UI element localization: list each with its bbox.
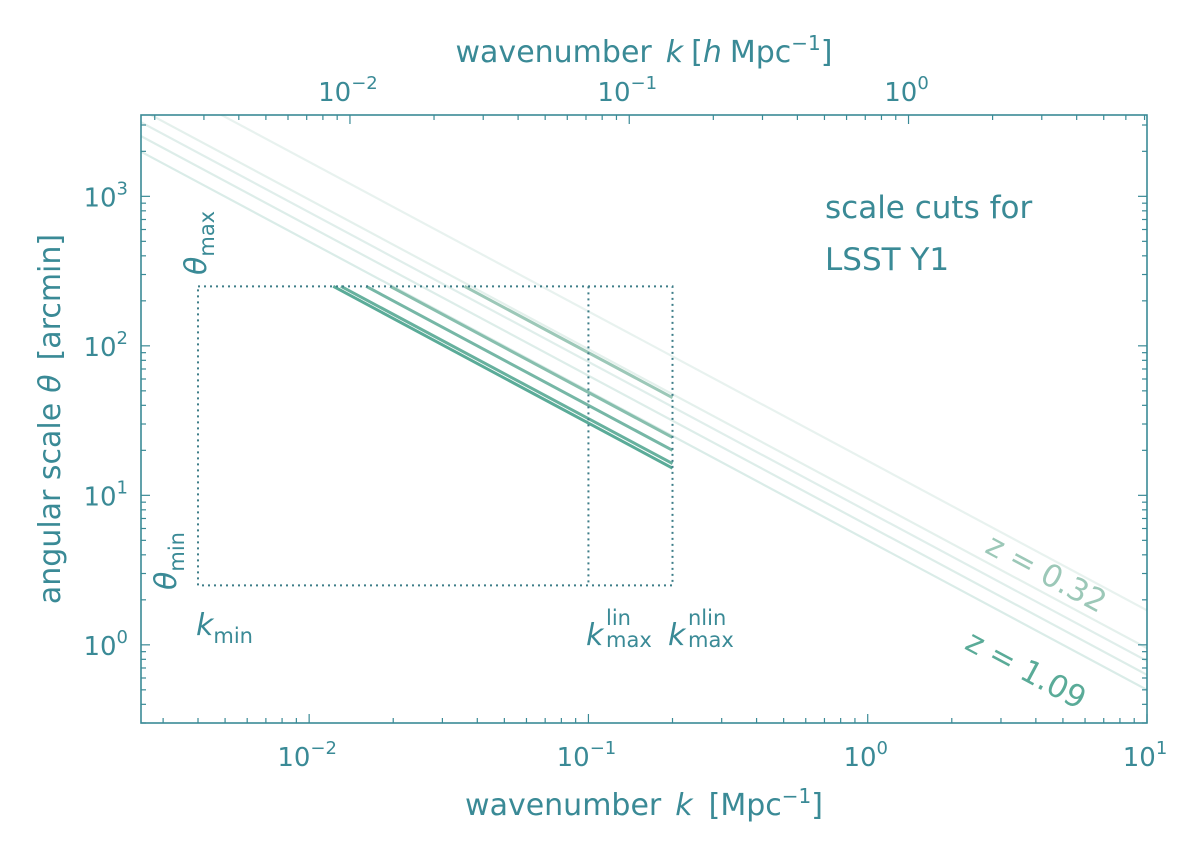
x-tick-label: 101 bbox=[1123, 738, 1168, 773]
faint-line-z-0.55 bbox=[148, 115, 1147, 650]
cut-segment-z-0.55 bbox=[389, 285, 674, 439]
top-tick-label: 10−1 bbox=[597, 73, 657, 108]
x-tick-labels: 10−2 10−1 100 101 bbox=[277, 738, 1167, 773]
cut-segment-z-0.76 bbox=[365, 285, 674, 452]
top-tick-label: 10−2 bbox=[318, 73, 378, 108]
cut-box-outline bbox=[197, 285, 674, 587]
faint-line-z-0.76 bbox=[141, 121, 1147, 662]
cut-segment-z-1.09 bbox=[332, 285, 674, 470]
annotation-line-2: LSST Y1 bbox=[825, 242, 949, 278]
svg-text:lin: lin bbox=[606, 606, 631, 630]
k-max-lin-label: k lin max bbox=[586, 606, 652, 653]
theta-min-label: θmin bbox=[149, 532, 189, 590]
svg-text:nlin: nlin bbox=[688, 606, 726, 630]
curve-label: z = 1.09 bbox=[960, 623, 1092, 717]
y-tick-label: 101 bbox=[83, 477, 128, 512]
top-tick-labels: 10−2 10−1 100 bbox=[318, 73, 929, 108]
scale-cut-box bbox=[197, 285, 674, 587]
y-tick-label: 103 bbox=[83, 178, 128, 213]
svg-text:k: k bbox=[668, 618, 687, 653]
annotation-line-1: scale cuts for bbox=[825, 190, 1032, 226]
x-tick-label: 10−2 bbox=[277, 738, 337, 773]
x-tick-label: 100 bbox=[843, 738, 888, 773]
k-min-label: kmin bbox=[196, 608, 253, 648]
y-axis-label: angular scaleθ[arcmin] bbox=[33, 234, 68, 604]
faint-line-z-0.94 bbox=[141, 135, 1147, 676]
svg-text:max: max bbox=[606, 628, 652, 652]
y-tick-label: 102 bbox=[83, 328, 128, 363]
svg-text:k: k bbox=[586, 618, 605, 653]
curve-labels: z = 0.32z = 1.09 bbox=[960, 527, 1113, 717]
ticks bbox=[141, 115, 1148, 724]
x-axis-label: wavenumber k [Mpc−1] bbox=[465, 784, 823, 823]
top-axis-label: wavenumber k [h Mpc−1] bbox=[456, 31, 833, 70]
theta-max-label: θmax bbox=[179, 211, 219, 275]
top-tick-label: 100 bbox=[884, 73, 929, 108]
x-tick-label: 10−1 bbox=[557, 738, 617, 773]
cut-segment-z-0.94 bbox=[340, 285, 674, 465]
k-max-nlin-label: k nlin max bbox=[668, 606, 734, 653]
cut-segment-z-0.32 bbox=[463, 285, 674, 400]
plot-frame bbox=[140, 114, 1148, 724]
y-tick-label: 100 bbox=[83, 627, 128, 662]
y-tick-labels: 100 101 102 103 bbox=[83, 178, 128, 661]
svg-text:max: max bbox=[688, 628, 734, 652]
faint-line-z-0.32 bbox=[219, 115, 1147, 612]
cut-lines bbox=[332, 285, 674, 470]
